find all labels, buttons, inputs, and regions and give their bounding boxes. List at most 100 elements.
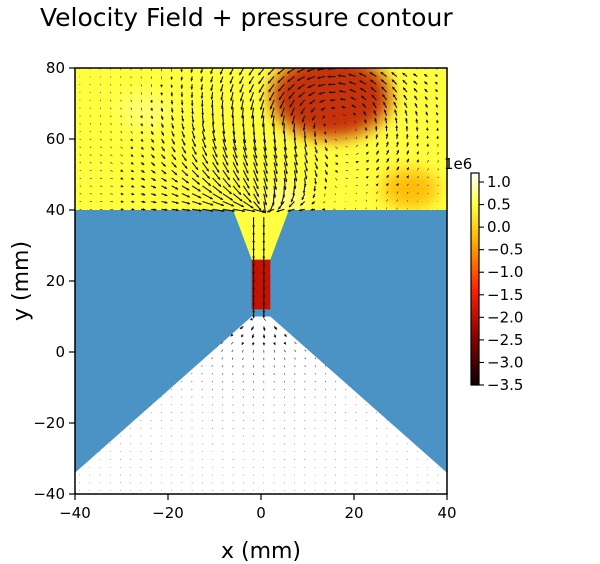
velocity-arrowhead xyxy=(162,148,165,152)
velocity-arrow xyxy=(332,115,336,117)
velocity-arrow xyxy=(304,380,306,383)
velocity-arrow xyxy=(283,349,286,353)
velocity-arrowhead xyxy=(270,115,274,118)
velocity-arrowhead xyxy=(220,97,224,101)
velocity-arrowhead xyxy=(369,72,373,75)
velocity-arrowhead xyxy=(260,107,263,110)
velocity-arrowhead xyxy=(191,119,195,123)
velocity-arrowhead xyxy=(280,114,284,118)
velocity-arrowhead xyxy=(203,145,207,149)
velocity-arrow xyxy=(79,138,81,140)
velocity-arrowhead xyxy=(227,184,231,188)
velocity-arrow xyxy=(232,373,234,375)
velocity-arrowhead xyxy=(304,152,308,156)
velocity-arrowhead xyxy=(153,200,157,204)
velocity-arrowhead xyxy=(150,124,154,127)
velocity-arrow xyxy=(79,169,82,172)
velocity-arrow xyxy=(99,107,102,109)
velocity-arrowhead xyxy=(221,203,224,207)
velocity-arrowhead xyxy=(152,162,155,166)
velocity-arrow xyxy=(294,365,296,368)
velocity-arrow xyxy=(211,373,213,375)
velocity-arrowhead xyxy=(215,162,219,166)
velocity-arrow xyxy=(304,357,307,360)
pressure-hotspot xyxy=(381,169,438,209)
velocity-arrowhead xyxy=(406,175,409,179)
x-axis: −40 −20 0 20 40 xyxy=(59,494,457,522)
velocity-arrow xyxy=(110,154,113,157)
velocity-arrow xyxy=(365,191,368,194)
velocity-arrowhead xyxy=(140,123,143,127)
velocity-arrowhead xyxy=(172,141,175,145)
velocity-arrowhead xyxy=(202,129,206,132)
x-tick-label: 20 xyxy=(344,504,363,522)
velocity-arrowhead xyxy=(370,65,373,67)
velocity-arrowhead xyxy=(197,188,201,192)
velocity-arrowhead xyxy=(242,132,246,136)
velocity-arrowhead xyxy=(183,150,186,154)
velocity-arrowhead xyxy=(335,169,338,173)
velocity-arrowhead xyxy=(160,100,164,104)
velocity-arrowhead xyxy=(264,155,268,159)
velocity-arrow xyxy=(110,91,112,94)
velocity-arrowhead xyxy=(314,142,318,146)
velocity-arrowhead xyxy=(185,180,189,184)
velocity-arrowhead xyxy=(200,70,204,74)
velocity-arrowhead xyxy=(164,186,168,189)
velocity-arrowhead xyxy=(284,334,287,337)
velocity-arrowhead xyxy=(385,125,388,129)
velocity-arrow xyxy=(99,91,101,94)
velocity-arrowhead xyxy=(406,167,409,171)
velocity-arrow xyxy=(181,380,183,382)
velocity-arrowhead xyxy=(294,146,298,150)
velocity-arrowhead xyxy=(436,127,440,131)
velocity-arrowhead xyxy=(406,142,409,145)
velocity-arrowhead xyxy=(164,200,168,204)
velocity-arrowhead xyxy=(200,79,204,82)
velocity-arrowhead xyxy=(180,77,184,81)
velocity-arrowhead xyxy=(394,109,397,113)
velocity-arrowhead xyxy=(195,167,199,170)
velocity-arrowhead xyxy=(160,108,164,112)
velocity-arrow xyxy=(324,388,326,390)
velocity-arrowhead xyxy=(310,109,314,113)
velocity-arrowhead xyxy=(281,122,285,126)
velocity-arrow xyxy=(110,99,112,102)
velocity-arrowhead xyxy=(314,150,318,154)
velocity-arrowhead xyxy=(288,96,292,99)
velocity-arrowhead xyxy=(130,161,134,165)
velocity-arrowhead xyxy=(249,317,253,321)
velocity-arrowhead xyxy=(241,124,245,127)
velocity-arrow xyxy=(89,107,91,109)
velocity-arrowhead xyxy=(311,201,315,205)
velocity-arrowhead xyxy=(170,93,174,97)
velocity-arrowhead xyxy=(239,198,243,202)
velocity-arrow xyxy=(406,183,409,187)
velocity-arrowhead xyxy=(264,202,268,206)
velocity-arrowhead xyxy=(220,88,223,92)
velocity-arrowhead xyxy=(196,174,199,178)
throat-pressure-field xyxy=(251,259,271,310)
velocity-arrowhead xyxy=(244,155,248,159)
velocity-arrowhead xyxy=(217,176,221,180)
velocity-arrowhead xyxy=(172,149,176,153)
velocity-arrow xyxy=(89,99,91,101)
velocity-arrowhead xyxy=(325,156,328,160)
velocity-arrow xyxy=(120,154,123,157)
velocity-arrow xyxy=(120,162,124,165)
velocity-arrow xyxy=(437,151,439,155)
velocity-arrowhead xyxy=(283,139,287,143)
velocity-arrow xyxy=(120,92,122,94)
velocity-arrowhead xyxy=(426,135,429,139)
velocity-arrowhead xyxy=(327,75,330,79)
velocity-arrowhead xyxy=(373,110,377,114)
velocity-arrow xyxy=(230,341,234,345)
velocity-arrowhead xyxy=(309,101,313,105)
velocity-arrowhead xyxy=(220,106,224,109)
velocity-arrowhead xyxy=(299,102,303,106)
velocity-arrow xyxy=(416,167,420,171)
velocity-arrow xyxy=(242,349,244,353)
velocity-arrow xyxy=(221,357,224,360)
velocity-arrowhead xyxy=(436,135,440,139)
velocity-arrowhead xyxy=(335,154,339,157)
